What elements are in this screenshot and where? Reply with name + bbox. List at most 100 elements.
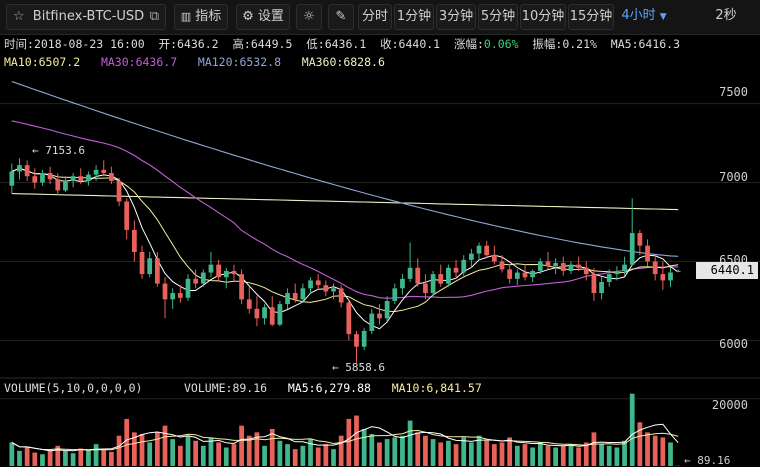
volume-bar	[622, 441, 627, 466]
low-marker: ← 5858.6	[332, 361, 385, 374]
low-label: 低:	[306, 37, 324, 51]
interval-dropdown[interactable]: 4小时 ▼	[616, 4, 672, 30]
interval-tab-2[interactable]: 3分钟	[436, 4, 476, 30]
candle-body	[293, 293, 298, 299]
candle-body	[408, 268, 413, 279]
ma10-legend: MA10:6507.2	[4, 55, 80, 69]
interval-tab-4[interactable]: 10分钟	[520, 4, 566, 30]
theme-toggle-button[interactable]: ☼	[296, 4, 322, 30]
volume-bar	[615, 448, 620, 467]
volume-bar	[507, 437, 512, 466]
candle-body	[232, 271, 237, 274]
volume-bar	[645, 432, 650, 466]
candle-body	[132, 230, 137, 252]
volume-bar	[392, 437, 397, 466]
symbol-selector[interactable]: ☆ Bitfinex-BTC-USD ⧉	[6, 4, 166, 30]
volume-bar	[339, 436, 344, 466]
candle-body	[40, 173, 45, 182]
pencil-icon: ✎	[336, 9, 347, 24]
volume-bar	[32, 453, 37, 466]
star-icon[interactable]: ☆	[13, 9, 25, 24]
volume-bar	[163, 426, 168, 466]
candle-body	[507, 269, 512, 278]
volume-bar	[9, 442, 14, 466]
volume-bar	[140, 434, 145, 466]
volume-bar	[630, 394, 635, 466]
volume-bar	[209, 437, 214, 466]
candle-body	[638, 233, 643, 246]
volume-ma-lines	[12, 424, 678, 451]
volume-bar	[71, 453, 76, 466]
time-value: 2018-08-23 16:00	[34, 37, 145, 51]
volume-bar	[599, 444, 604, 466]
current-volume-value: 89.16	[697, 454, 730, 467]
candle-body	[101, 170, 106, 173]
candle-body	[607, 274, 612, 282]
volume-bar	[25, 448, 30, 467]
open-value: 6436.2	[177, 37, 219, 51]
volume-bars	[9, 394, 680, 466]
volume-bar	[653, 436, 658, 466]
interval-tab-1[interactable]: 1分钟	[394, 4, 434, 30]
amplitude-label: 振幅:	[532, 37, 562, 51]
candle-body	[323, 285, 328, 291]
candle-body	[193, 279, 198, 284]
volume-ma5-line	[12, 424, 678, 451]
candle-body	[55, 179, 60, 190]
candle-body	[308, 280, 313, 288]
candle-body	[301, 288, 306, 299]
candle-body	[354, 334, 359, 347]
candle-body	[247, 299, 252, 308]
candle-body	[553, 263, 558, 266]
volume-bar	[94, 444, 99, 466]
volume-bar	[232, 444, 237, 466]
candle-body	[285, 293, 290, 304]
candle-body	[155, 258, 160, 283]
candle-body	[392, 288, 397, 301]
volume-bar	[385, 439, 390, 466]
low-marker-value: 5858.6	[345, 361, 385, 374]
open-label: 开:	[159, 37, 177, 51]
volume-bar	[186, 436, 191, 466]
volume-bar	[492, 444, 497, 466]
candle-body	[653, 261, 658, 274]
interval-tab-5[interactable]: 15分钟	[568, 4, 614, 30]
candle-body	[17, 165, 22, 171]
volume-bar	[369, 434, 374, 466]
settings-button[interactable]: ⚙ 设置	[236, 4, 290, 30]
interval-tab-0[interactable]: 分时	[358, 4, 392, 30]
ma-legend: MA10:6507.2 MA30:6436.7 MA120:6532.8 MA3…	[4, 55, 385, 73]
indicators-button[interactable]: ▥ 指标	[174, 4, 228, 30]
candle-body	[668, 273, 673, 281]
ma5-line	[12, 168, 678, 328]
interval-tab-3[interactable]: 5分钟	[478, 4, 518, 30]
volume-ma10-line	[12, 431, 678, 451]
candle-body	[140, 252, 145, 274]
ma360-line	[12, 194, 678, 210]
volume-bar	[262, 446, 267, 466]
volume-bar	[278, 441, 283, 466]
volume-bar	[400, 436, 405, 466]
draw-tool-button[interactable]: ✎	[328, 4, 354, 30]
candle-body	[415, 268, 420, 284]
candle-body	[48, 173, 53, 179]
current-price-tag: 6440.1	[696, 262, 758, 279]
candle-body	[209, 265, 214, 273]
volume-bar	[224, 448, 229, 467]
candle-body	[469, 254, 474, 260]
volume-bar	[408, 421, 413, 466]
high-marker: ← 7153.6	[32, 144, 85, 157]
candle-body	[117, 181, 122, 202]
volume-bar	[155, 432, 160, 466]
volume-bar	[109, 452, 114, 466]
candle-body	[660, 274, 665, 280]
candle-body	[369, 314, 374, 331]
candle-body	[385, 301, 390, 318]
gear-icon: ⚙	[242, 9, 254, 24]
candle-body	[32, 176, 37, 182]
volume-bar	[484, 441, 489, 466]
candle-body	[262, 307, 267, 318]
volume-bar	[285, 444, 290, 466]
popout-icon[interactable]: ⧉	[150, 5, 159, 29]
refresh-rate-label[interactable]: 2秒	[706, 4, 746, 30]
